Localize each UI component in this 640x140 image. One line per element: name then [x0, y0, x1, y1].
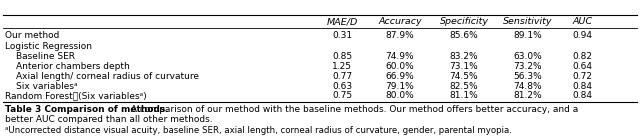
Text: 0.31: 0.31 — [332, 31, 353, 40]
Text: 85.6%: 85.6% — [450, 31, 478, 40]
Text: 74.5%: 74.5% — [450, 72, 478, 81]
Text: Baseline SER: Baseline SER — [16, 52, 75, 61]
Text: 74.8%: 74.8% — [514, 82, 542, 91]
Text: Logistic Regression: Logistic Regression — [5, 42, 92, 51]
Text: Table 3 Comparison of methods.: Table 3 Comparison of methods. — [5, 105, 169, 114]
Text: 80.0%: 80.0% — [386, 91, 414, 100]
Text: 81.1%: 81.1% — [450, 91, 478, 100]
Text: ᵃUncorrected distance visual acuity, baseline SER, axial length, corneal radius : ᵃUncorrected distance visual acuity, bas… — [5, 126, 512, 135]
Text: 0.94: 0.94 — [572, 31, 593, 40]
Text: 60.0%: 60.0% — [386, 62, 414, 71]
Text: 0.77: 0.77 — [332, 72, 353, 81]
Text: Six variablesᵃ: Six variablesᵃ — [16, 82, 77, 91]
Text: 0.85: 0.85 — [332, 52, 353, 61]
Text: 73.1%: 73.1% — [450, 62, 478, 71]
Text: 0.84: 0.84 — [572, 91, 593, 100]
Text: 66.9%: 66.9% — [386, 72, 414, 81]
Text: Accuracy: Accuracy — [378, 17, 422, 26]
Text: A comparison of our method with the baseline methods. Our method offers better a: A comparison of our method with the base… — [128, 105, 579, 114]
Text: Random Forest　(Six variablesᵃ): Random Forest (Six variablesᵃ) — [5, 91, 147, 100]
Text: 0.72: 0.72 — [572, 72, 593, 81]
Text: 79.1%: 79.1% — [386, 82, 414, 91]
Text: 89.1%: 89.1% — [514, 31, 542, 40]
Text: 63.0%: 63.0% — [514, 52, 542, 61]
Text: Anterior chambers depth: Anterior chambers depth — [16, 62, 130, 71]
Text: 0.75: 0.75 — [332, 91, 353, 100]
Text: 56.3%: 56.3% — [514, 72, 542, 81]
Text: 82.5%: 82.5% — [450, 82, 478, 91]
Text: Sensitivity: Sensitivity — [503, 17, 553, 26]
Text: 0.63: 0.63 — [332, 82, 353, 91]
Text: 83.2%: 83.2% — [450, 52, 478, 61]
Text: 74.9%: 74.9% — [386, 52, 414, 61]
Text: MAE/D: MAE/D — [326, 17, 358, 26]
Text: 81.2%: 81.2% — [514, 91, 542, 100]
Text: 87.9%: 87.9% — [386, 31, 414, 40]
Text: AUC: AUC — [572, 17, 593, 26]
Text: 0.84: 0.84 — [572, 82, 593, 91]
Text: Specificity: Specificity — [440, 17, 488, 26]
Text: 0.64: 0.64 — [572, 62, 593, 71]
Text: 1.25: 1.25 — [332, 62, 353, 71]
Text: Our method: Our method — [5, 31, 60, 40]
Text: 0.82: 0.82 — [572, 52, 593, 61]
Text: 73.2%: 73.2% — [514, 62, 542, 71]
Text: Axial length/ corneal radius of curvature: Axial length/ corneal radius of curvatur… — [16, 72, 199, 81]
Text: better AUC compared than all other methods.: better AUC compared than all other metho… — [5, 115, 212, 124]
